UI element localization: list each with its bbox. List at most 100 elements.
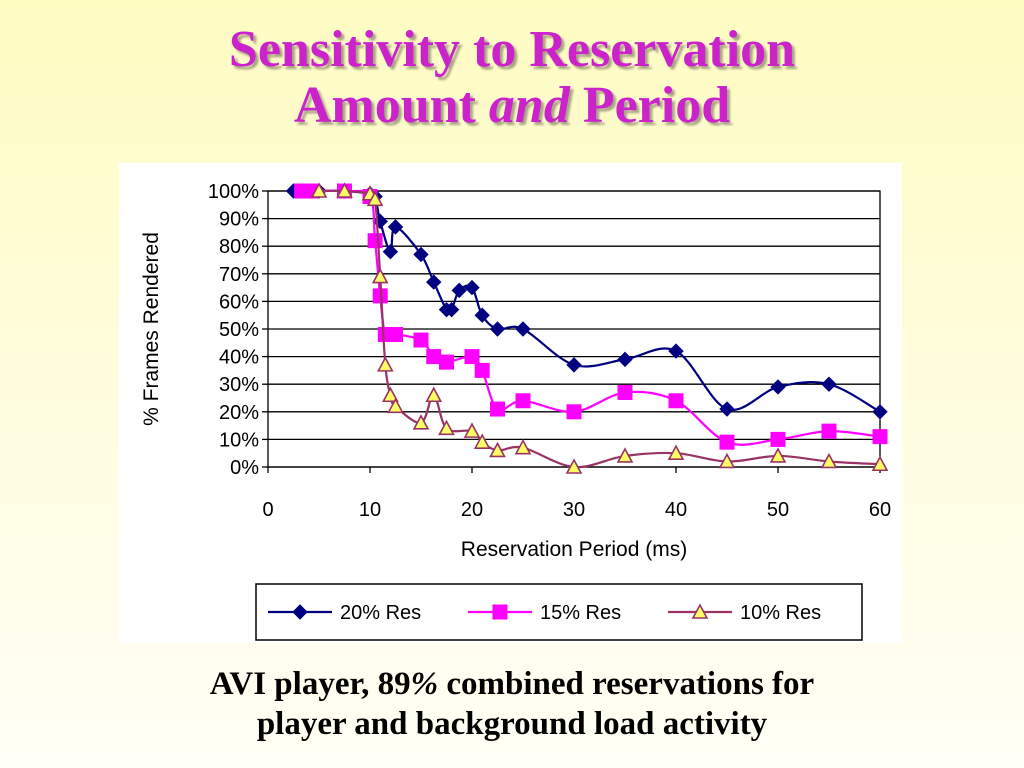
gridlines bbox=[268, 190, 880, 468]
data-point-square bbox=[388, 327, 403, 343]
data-point-triangle bbox=[310, 182, 328, 198]
slide-title: Sensitivity to Reservation Amount and Pe… bbox=[0, 22, 1024, 134]
data-point-diamond bbox=[872, 404, 888, 420]
x-tick-label: 50 bbox=[767, 499, 789, 521]
caption-italic-percent: % bbox=[410, 666, 439, 702]
data-series bbox=[285, 182, 889, 474]
y-tick-label: 10% bbox=[219, 429, 259, 451]
data-point-triangle bbox=[336, 182, 353, 198]
data-point-triangle bbox=[463, 422, 481, 438]
data-point-triangle bbox=[514, 438, 532, 455]
y-tick-label: 80% bbox=[219, 236, 259, 258]
data-point-square bbox=[492, 604, 508, 620]
data-point-triangle bbox=[565, 458, 583, 474]
y-tick-label: 70% bbox=[219, 264, 259, 286]
data-point-triangle bbox=[376, 356, 394, 372]
data-point-square bbox=[439, 354, 454, 370]
caption-line-1-start: AVI player, 89 bbox=[209, 666, 411, 702]
slide-caption: AVI player, 89% combined reservations fo… bbox=[0, 664, 1024, 744]
data-point-triangle bbox=[366, 190, 384, 207]
y-tick-label: 40% bbox=[219, 347, 259, 369]
data-point-diamond bbox=[770, 379, 786, 395]
series-triangle bbox=[310, 182, 889, 474]
y-tick-label: 60% bbox=[219, 291, 259, 313]
data-point-triangle bbox=[371, 267, 389, 284]
data-point-square bbox=[617, 384, 633, 400]
data-point-triangle bbox=[718, 452, 736, 469]
title-line-1: Sensitivity to Reservation bbox=[228, 21, 796, 78]
x-tick-label: 0 bbox=[262, 499, 273, 521]
x-axis-title: Reservation Period (ms) bbox=[461, 538, 687, 561]
title-line-2: Amount and Period bbox=[0, 78, 1024, 134]
data-point-diamond bbox=[451, 282, 467, 299]
data-point-square bbox=[426, 349, 442, 365]
legend: 20% Res 15% Res 10% Res bbox=[255, 583, 863, 641]
data-point-diamond bbox=[719, 401, 735, 417]
data-point-diamond bbox=[821, 376, 837, 392]
y-tick-label: 0% bbox=[230, 457, 259, 479]
data-point-triangle bbox=[820, 452, 838, 469]
data-point-square bbox=[474, 362, 490, 378]
axes: 0% 10% 20% 30% 40% 50% 60% 70% 80% 90% 100% 0 10 20 30… bbox=[208, 181, 891, 521]
data-point-square bbox=[464, 349, 480, 365]
title-italic-word: and bbox=[488, 77, 570, 134]
data-point-triangle bbox=[473, 433, 491, 449]
data-point-diamond bbox=[382, 244, 399, 260]
data-point-diamond bbox=[292, 604, 308, 620]
data-point-square bbox=[770, 431, 786, 447]
legend-label: 15% Res bbox=[540, 602, 621, 624]
y-tick-label: 30% bbox=[219, 374, 259, 396]
data-point-square bbox=[490, 401, 505, 417]
data-point-diamond bbox=[387, 219, 404, 235]
caption-line-1-end: combined reservations for bbox=[438, 666, 815, 702]
data-point-square bbox=[719, 434, 735, 450]
line-chart: 0% 10% 20% 30% 40% 50% 60% 70% 80% 90% 100% 0 10 20 30… bbox=[140, 181, 891, 641]
data-point-diamond bbox=[617, 351, 633, 368]
data-point-square bbox=[668, 393, 684, 409]
legend-box bbox=[255, 583, 863, 641]
data-point-diamond bbox=[426, 274, 442, 290]
data-point-diamond bbox=[566, 357, 582, 373]
data-point-triangle bbox=[387, 397, 404, 414]
data-point-triangle bbox=[412, 414, 430, 430]
legend-label: 10% Res bbox=[740, 602, 821, 624]
data-point-diamond bbox=[668, 343, 684, 359]
data-point-square bbox=[566, 404, 582, 420]
series-square bbox=[294, 183, 888, 450]
data-point-triangle bbox=[438, 419, 455, 436]
data-point-square bbox=[367, 233, 383, 249]
series-line bbox=[301, 189, 881, 446]
data-point-triangle bbox=[616, 447, 634, 463]
title-line-2-end: Period bbox=[569, 77, 731, 134]
x-tick-label: 30 bbox=[563, 499, 585, 521]
data-point-triangle bbox=[382, 386, 399, 403]
x-tick-label: 60 bbox=[869, 499, 891, 521]
x-tick-label: 10 bbox=[359, 499, 381, 521]
chart-panel: 0% 10% 20% 30% 40% 50% 60% 70% 80% 90% 100% 0 10 20 30… bbox=[119, 163, 902, 643]
title-line-2-start: Amount bbox=[293, 77, 489, 134]
x-tick-label: 20 bbox=[461, 499, 483, 521]
y-axis-title: % Frames Rendered bbox=[140, 232, 163, 426]
data-point-square bbox=[821, 423, 837, 439]
y-tick-label: 20% bbox=[219, 402, 259, 424]
data-point-triangle bbox=[425, 386, 443, 403]
caption-line-1: AVI player, 89% combined reservations fo… bbox=[0, 664, 1024, 704]
data-point-square bbox=[515, 393, 531, 409]
data-point-square bbox=[413, 332, 429, 348]
data-point-diamond bbox=[489, 321, 506, 337]
series-line bbox=[318, 189, 881, 469]
y-tick-label: 100% bbox=[208, 181, 259, 203]
data-point-triangle bbox=[667, 444, 685, 461]
data-point-triangle bbox=[691, 603, 709, 619]
data-point-diamond bbox=[464, 279, 480, 296]
data-point-triangle bbox=[769, 447, 787, 463]
data-point-diamond bbox=[413, 246, 429, 263]
y-tick-label: 50% bbox=[219, 319, 259, 341]
data-point-diamond bbox=[474, 307, 490, 323]
legend-label: 20% Res bbox=[340, 602, 421, 624]
data-point-diamond bbox=[515, 321, 531, 337]
data-point-diamond bbox=[443, 301, 460, 318]
x-tick-label: 40 bbox=[665, 499, 687, 521]
data-point-triangle bbox=[871, 455, 889, 472]
data-point-triangle bbox=[489, 441, 506, 458]
